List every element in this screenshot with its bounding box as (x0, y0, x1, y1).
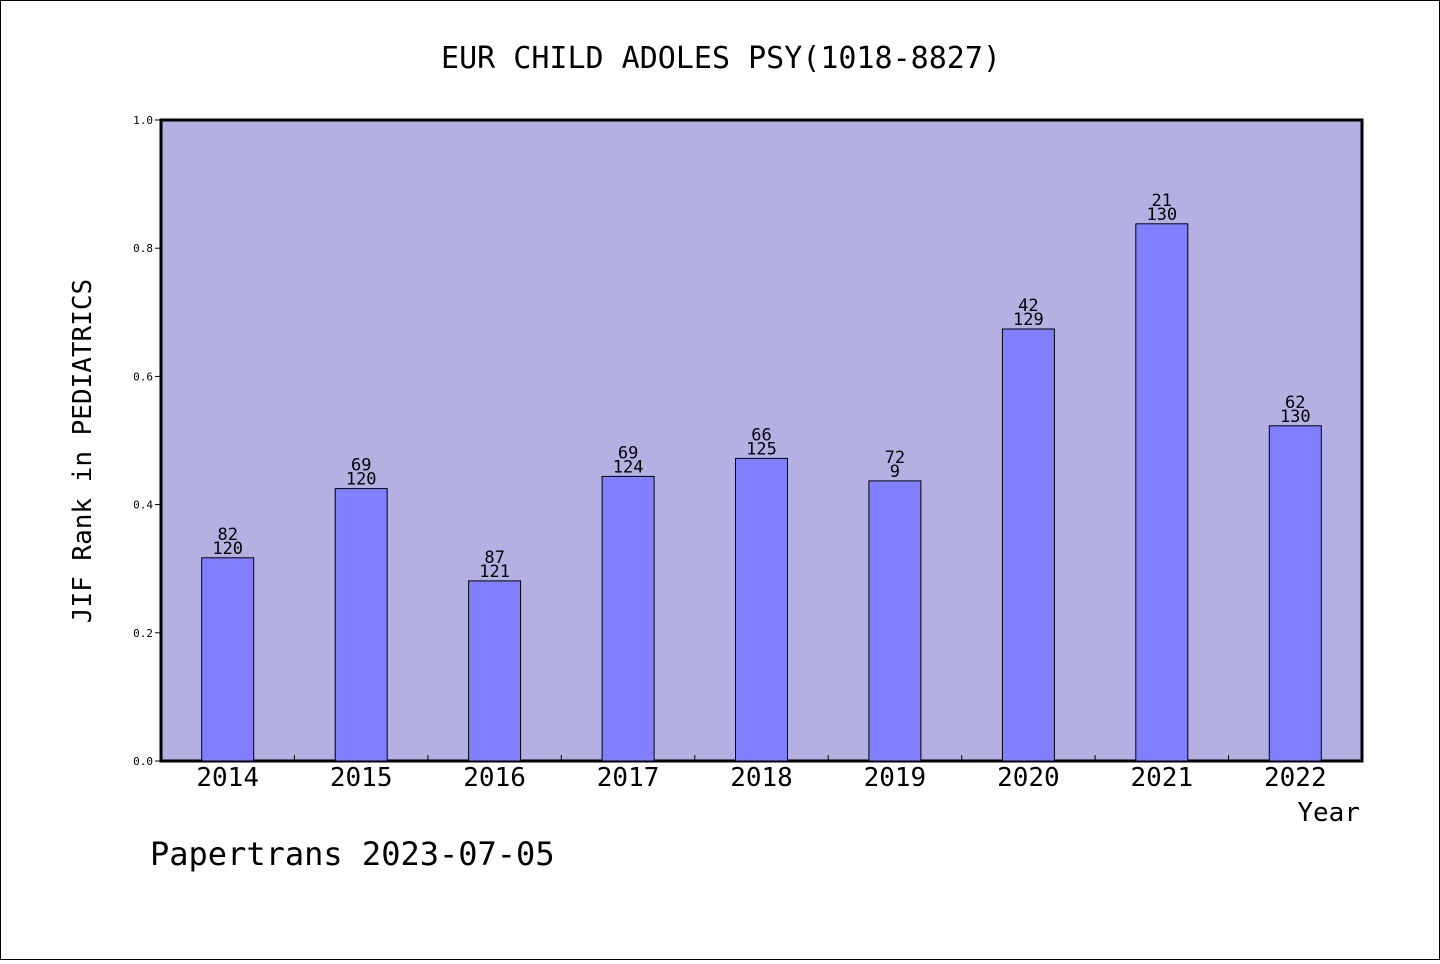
x-tick-label-2020: 2020 (997, 763, 1060, 793)
data-label-total-2018: 125 (746, 439, 777, 459)
bar-2016 (468, 580, 522, 762)
data-label-rank-2018: 66 (751, 425, 771, 445)
x-tick-label-2021: 2021 (1130, 763, 1193, 793)
data-label-total-2021: 130 (1146, 205, 1177, 225)
x-axis: 2014 2015 2016 2017 2018 2019 2020 2021 2022 (196, 755, 1327, 793)
data-label-total-2014: 120 (212, 539, 243, 559)
x-tick-label-2022: 2022 (1264, 763, 1327, 793)
bar-2017 (601, 475, 655, 762)
data-label-rank-2014: 82 (217, 525, 237, 545)
y-axis: 0.0 0.2 0.4 0.6 0.8 1.0 (133, 114, 161, 768)
y-tick-label: 0.8 (133, 242, 153, 255)
x-tick-label-2017: 2017 (597, 763, 660, 793)
bar-2019 (868, 480, 922, 762)
bar-2018 (735, 457, 788, 762)
bar-2014 (201, 557, 255, 762)
bar-2021 (1135, 223, 1189, 762)
y-tick-label: 0.2 (133, 627, 153, 640)
x-tick-label-2019: 2019 (864, 763, 927, 793)
footer-text: Papertrans 2023-07-05 (150, 835, 555, 873)
data-label-total-2016: 121 (479, 562, 510, 582)
x-tick-label-2014: 2014 (196, 763, 259, 793)
y-tick-label: 1.0 (133, 114, 153, 127)
data-label-rank-2019: 72 (885, 448, 905, 468)
bar-2022 (1268, 425, 1322, 762)
bar-2020 (1001, 328, 1055, 762)
data-label-total-2015: 120 (346, 470, 377, 490)
x-tick-label-2015: 2015 (330, 763, 393, 793)
y-tick-label: 0.0 (133, 755, 153, 768)
x-tick-label-2016: 2016 (463, 763, 526, 793)
data-label-rank-2021: 21 (1152, 191, 1172, 211)
data-label-total-2019: 9 (890, 462, 900, 482)
x-axis-label: Year (1297, 798, 1360, 828)
y-tick-label: 0.6 (133, 370, 153, 383)
data-label-total-2022: 130 (1280, 407, 1311, 427)
y-axis-label: JIF Rank in PEDIATRICS (68, 279, 98, 623)
x-tick-label-2018: 2018 (730, 763, 793, 793)
y-tick-label: 0.4 (133, 499, 153, 512)
chart-title: EUR CHILD ADOLES PSY(1018-8827) (441, 41, 1001, 76)
data-label-rank-2020: 42 (1018, 296, 1038, 316)
data-label-rank-2017: 69 (618, 443, 638, 463)
data-label-total-2017: 124 (613, 457, 644, 477)
data-label-total-2020: 129 (1013, 310, 1044, 330)
bar-2015 (334, 488, 388, 762)
data-label-rank-2016: 87 (484, 548, 504, 568)
data-label-rank-2022: 62 (1285, 393, 1305, 413)
data-label-rank-2015: 69 (351, 456, 371, 476)
